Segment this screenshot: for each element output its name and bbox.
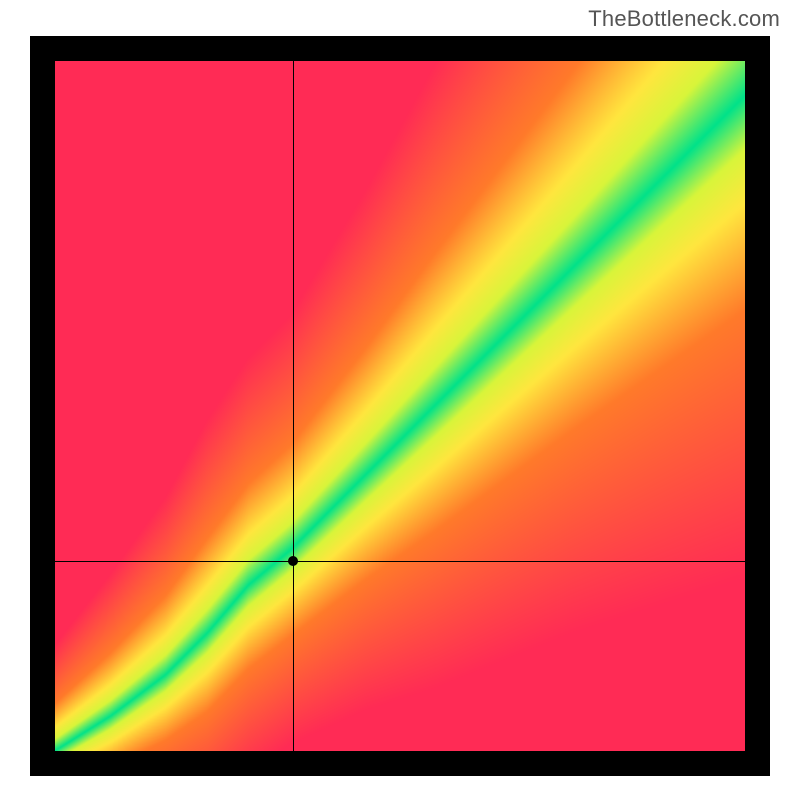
crosshair-marker [288, 556, 298, 566]
watermark-text: TheBottleneck.com [588, 6, 780, 32]
heatmap-plot [30, 36, 770, 776]
heatmap-canvas [55, 61, 745, 751]
figure-container: TheBottleneck.com [0, 0, 800, 800]
